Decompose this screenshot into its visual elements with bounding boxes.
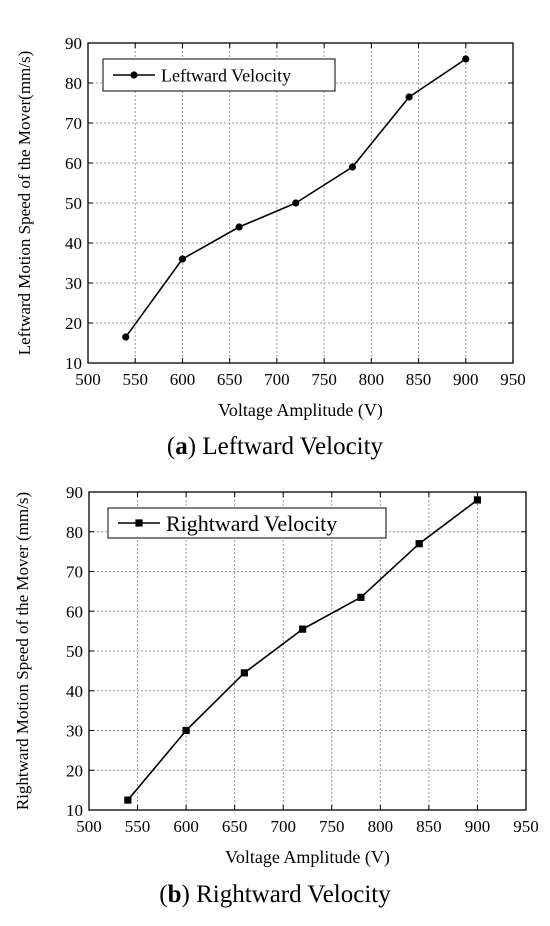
legend-box bbox=[107, 507, 387, 539]
x-tick-label: 900 bbox=[465, 817, 491, 836]
data-point bbox=[462, 55, 470, 63]
x-tick-label: 500 bbox=[75, 370, 101, 389]
data-point bbox=[235, 223, 243, 231]
data-point bbox=[473, 496, 482, 504]
x-tick-label: 500 bbox=[76, 817, 102, 836]
data-point bbox=[292, 199, 300, 207]
y-tick-label: 10 bbox=[66, 801, 83, 820]
chart-a-svg: 500 550 600 650 700 750 800 850 900 950 10 20 30 40 50… bbox=[15, 34, 526, 421]
x-tick-label: 700 bbox=[270, 817, 296, 836]
data-point bbox=[122, 333, 130, 341]
y-tick-label: 50 bbox=[66, 642, 83, 661]
y-tick-label: 20 bbox=[66, 761, 83, 780]
y-axis-label: Leftward Motion Speed of the Mover(mm/s) bbox=[15, 51, 34, 356]
x-tick-label: 800 bbox=[368, 817, 394, 836]
x-tick-label: 600 bbox=[173, 817, 199, 836]
x-tick-label: 900 bbox=[453, 370, 479, 389]
data-point bbox=[182, 726, 190, 735]
legend-marker bbox=[130, 71, 138, 79]
caption-b-text: Rightward Velocity bbox=[189, 881, 391, 908]
x-axis-label: Voltage Amplitude (V) bbox=[225, 847, 390, 868]
x-axis-label: Voltage Amplitude (V) bbox=[218, 400, 383, 421]
data-point bbox=[348, 163, 357, 171]
x-tick-label: 600 bbox=[170, 370, 196, 389]
data-point bbox=[405, 93, 413, 101]
series-line bbox=[127, 499, 478, 801]
series-line bbox=[125, 58, 467, 338]
caption-a: (a) Leftward Velocity bbox=[166, 433, 384, 460]
legend-label: Rightward Velocity bbox=[166, 511, 337, 536]
x-tick-label: 850 bbox=[406, 370, 432, 389]
data-point bbox=[357, 593, 365, 601]
y-tick-label: 90 bbox=[66, 483, 83, 502]
chart-panel-b: 500 550 600 650 700 750 800 850 900 950 10 20 30 40 50… bbox=[0, 463, 550, 926]
data-point bbox=[124, 796, 132, 804]
y-tick-label: 10 bbox=[65, 354, 82, 373]
y-tick-label: 40 bbox=[66, 682, 83, 701]
caption-a-text: Leftward Velocity bbox=[196, 433, 384, 460]
x-tick-label: 750 bbox=[311, 370, 337, 389]
x-tick-label: 650 bbox=[217, 370, 243, 389]
chart-b-svg: 500 550 600 650 700 750 800 850 900 950 10 20 30 40 50… bbox=[13, 483, 539, 868]
chart-panel-a: 500 550 600 650 700 750 800 850 900 950 10 20 30 40 50… bbox=[15, 34, 526, 460]
data-point bbox=[178, 255, 187, 263]
y-tick-label: 80 bbox=[66, 523, 83, 542]
x-tick-label: 650 bbox=[222, 817, 248, 836]
data-point bbox=[415, 540, 423, 548]
y-tick-label: 30 bbox=[65, 274, 82, 293]
y-tick-label: 60 bbox=[65, 154, 82, 173]
data-point bbox=[299, 625, 307, 633]
y-tick-label: 50 bbox=[65, 194, 82, 213]
legend-marker bbox=[135, 519, 143, 527]
y-tick-label: 40 bbox=[65, 234, 82, 253]
x-tick-label: 700 bbox=[264, 370, 290, 389]
y-tick-label: 90 bbox=[65, 34, 82, 53]
y-tick-label: 70 bbox=[65, 114, 82, 133]
caption-b-letter: b bbox=[167, 881, 182, 908]
x-tick-label: 750 bbox=[319, 817, 345, 836]
y-tick-label: 70 bbox=[66, 563, 83, 582]
x-tick-label: 550 bbox=[122, 370, 148, 389]
x-tick-label: 850 bbox=[416, 817, 442, 836]
y-tick-label: 30 bbox=[66, 722, 83, 741]
caption-b: (b) Rightward Velocity bbox=[159, 881, 391, 908]
y-tick-label: 20 bbox=[65, 314, 82, 333]
y-tick-label: 60 bbox=[66, 602, 83, 621]
x-tick-label: 550 bbox=[125, 817, 151, 836]
x-tick-label: 800 bbox=[359, 370, 385, 389]
data-point bbox=[240, 669, 248, 677]
caption-a-letter: a bbox=[175, 433, 188, 460]
y-axis-label: Rightward Motion Speed of the Mover (mm/… bbox=[13, 492, 32, 810]
legend-label: Leftward Velocity bbox=[161, 65, 291, 85]
y-tick-label: 80 bbox=[65, 74, 82, 93]
x-tick-label: 950 bbox=[500, 370, 526, 389]
x-tick-label: 950 bbox=[513, 817, 539, 836]
